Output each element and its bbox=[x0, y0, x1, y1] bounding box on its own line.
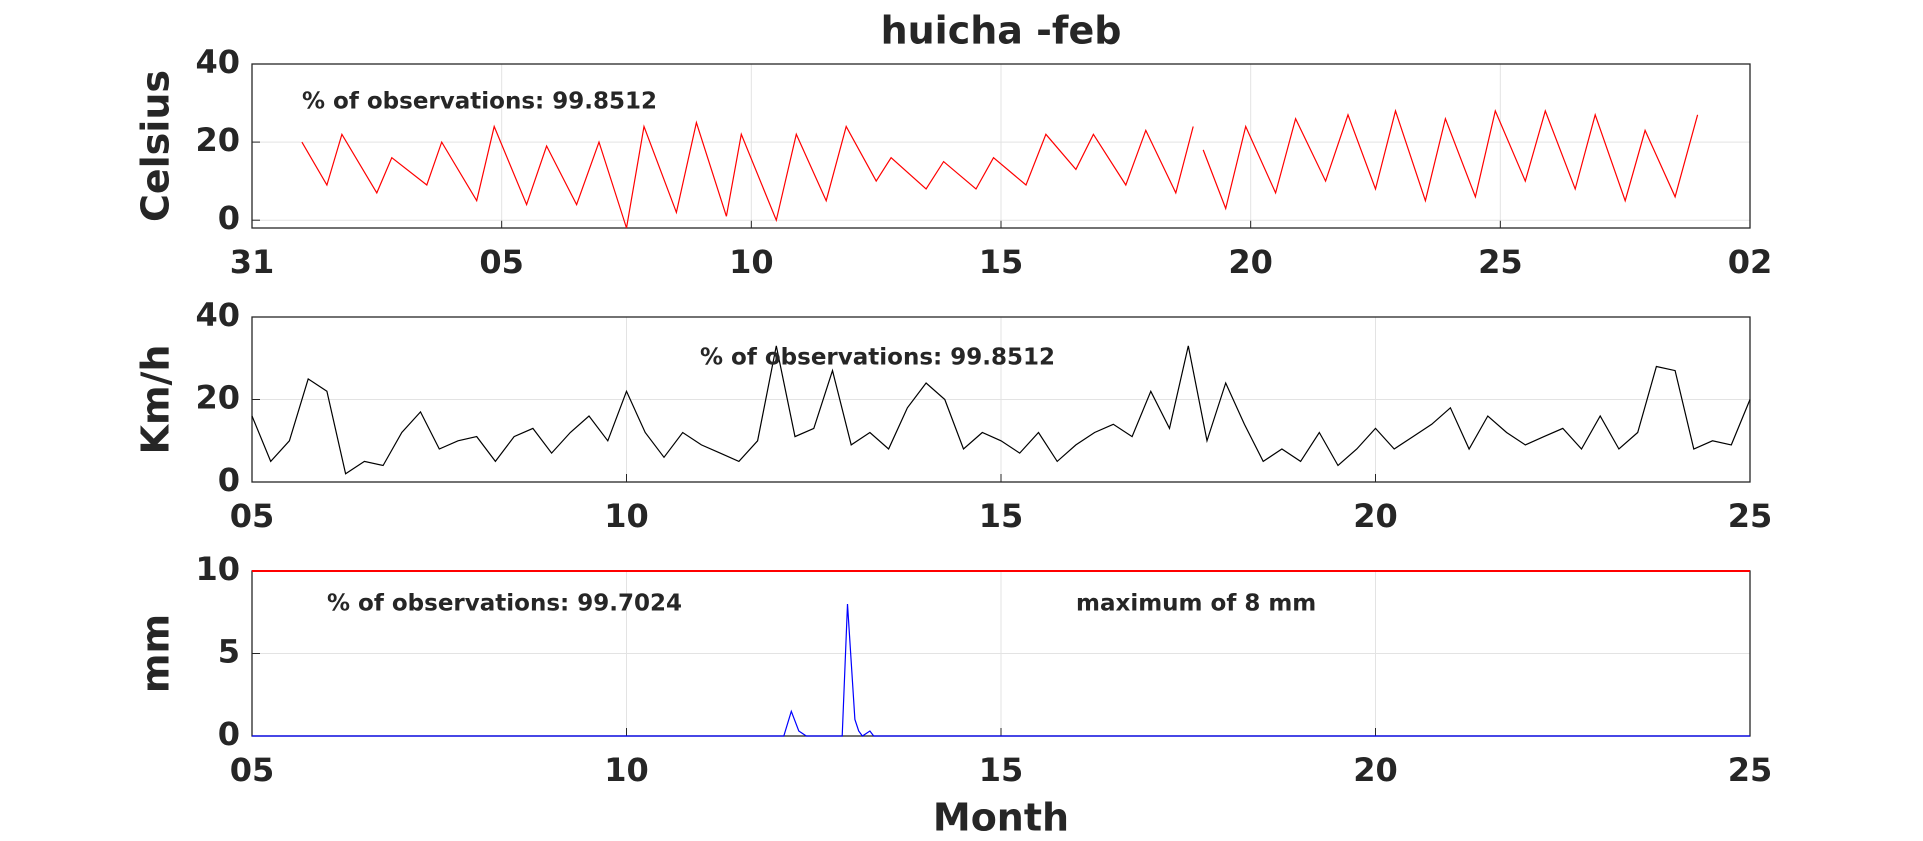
x-tick-label: 25 bbox=[1728, 497, 1773, 535]
annotation: % of observations: 99.8512 bbox=[302, 89, 657, 115]
x-tick-label: 05 bbox=[230, 751, 275, 789]
plot-frame bbox=[251, 63, 1751, 229]
x-tick-label: 25 bbox=[1728, 751, 1773, 789]
x-axis-label: Month bbox=[933, 796, 1069, 840]
x-tick-label: 02 bbox=[1728, 243, 1773, 281]
data-line bbox=[301, 108, 1699, 229]
y-tick-label: 20 bbox=[195, 121, 240, 159]
x-tick-label: 10 bbox=[729, 243, 774, 281]
data-line bbox=[252, 603, 1750, 737]
x-tick-label: 05 bbox=[479, 243, 524, 281]
data-line bbox=[251, 345, 1751, 475]
y-axis-label: Km/h bbox=[134, 345, 178, 455]
annotation: % of observations: 99.7024 bbox=[327, 591, 682, 617]
y-tick-label: 0 bbox=[218, 715, 240, 753]
y-tick-label: 5 bbox=[218, 633, 240, 671]
x-tick-label: 10 bbox=[604, 497, 649, 535]
x-tick-label: 05 bbox=[230, 497, 275, 535]
annotation: maximum of 8 mm bbox=[1076, 591, 1316, 617]
y-tick-label: 10 bbox=[195, 550, 240, 588]
y-tick-label: 20 bbox=[195, 379, 240, 417]
y-axis-label: Celsius bbox=[134, 70, 178, 222]
x-tick-label: 15 bbox=[979, 497, 1024, 535]
y-tick-label: 0 bbox=[218, 461, 240, 499]
x-tick-label: 15 bbox=[979, 243, 1024, 281]
x-tick-label: 15 bbox=[979, 751, 1024, 789]
x-tick-label: 25 bbox=[1478, 243, 1523, 281]
y-tick-label: 0 bbox=[218, 199, 240, 237]
x-tick-label: 20 bbox=[1353, 497, 1398, 535]
annotation: % of observations: 99.8512 bbox=[700, 345, 1055, 371]
x-tick-label: 10 bbox=[604, 751, 649, 789]
x-tick-label: 20 bbox=[1353, 751, 1398, 789]
y-axis-label: mm bbox=[134, 614, 178, 693]
y-tick-label: 40 bbox=[195, 43, 240, 81]
y-tick-label: 40 bbox=[195, 296, 240, 334]
x-tick-label: 31 bbox=[230, 243, 275, 281]
x-tick-label: 20 bbox=[1228, 243, 1273, 281]
chart-title: huicha -feb bbox=[881, 9, 1122, 53]
